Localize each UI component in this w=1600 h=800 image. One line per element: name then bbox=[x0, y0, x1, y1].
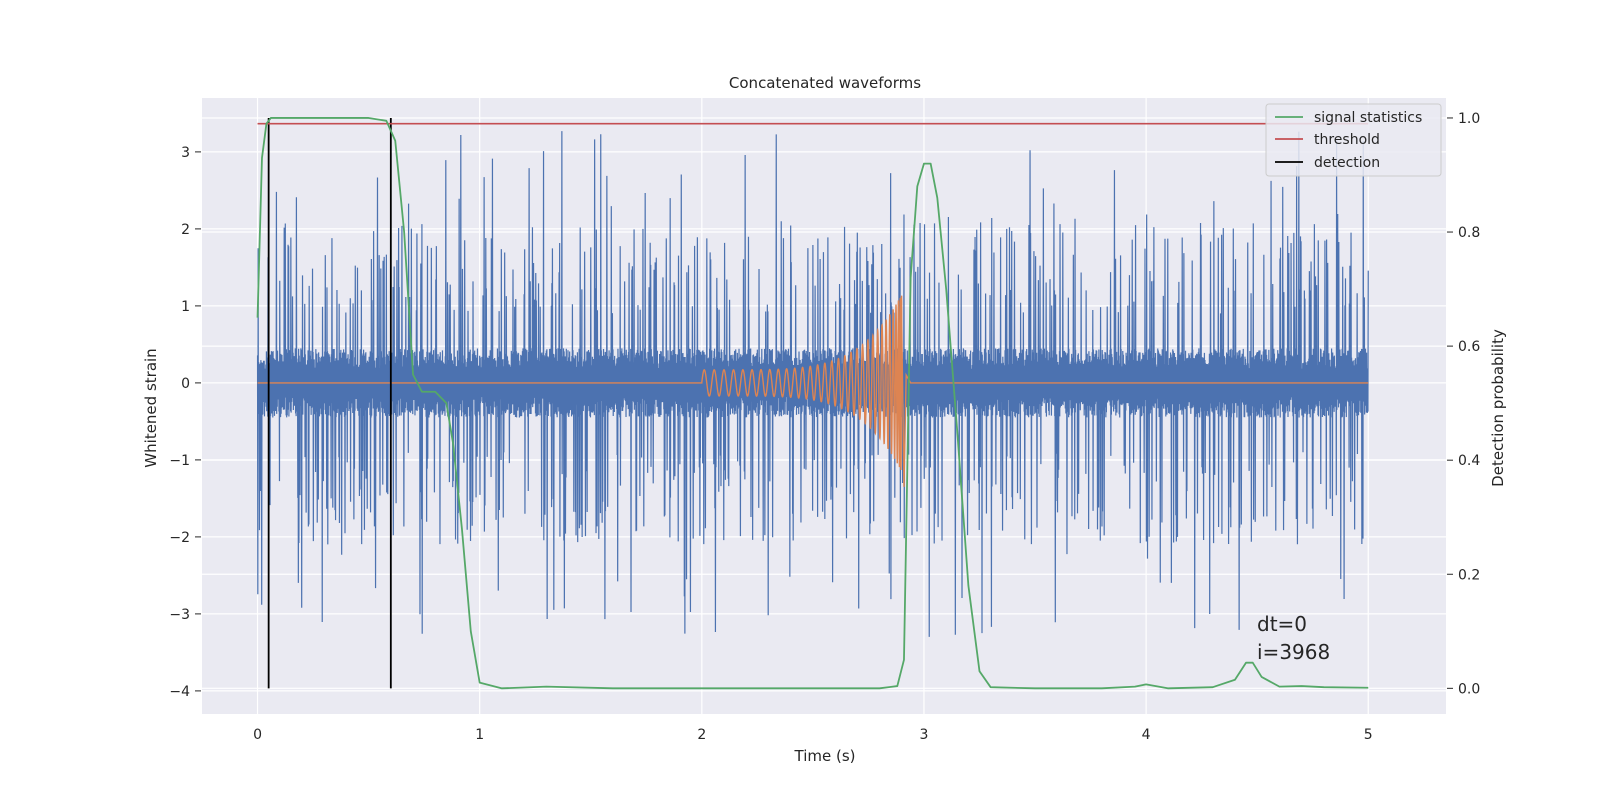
x-axis-label: Time (s) bbox=[794, 747, 856, 765]
y-tick-label: 0 bbox=[181, 376, 190, 392]
legend-label-threshold: threshold bbox=[1314, 132, 1380, 148]
series-whitened-strain bbox=[256, 131, 1369, 637]
y2-tick-label: 0.8 bbox=[1458, 225, 1480, 241]
y2-axis-label: Detection probability bbox=[1489, 329, 1507, 487]
x-tick-label: 3 bbox=[920, 727, 929, 743]
y-tick-label: −1 bbox=[169, 453, 190, 469]
x-tick-label: 2 bbox=[697, 727, 706, 743]
y2-tick-label: 0.2 bbox=[1458, 567, 1480, 583]
x-tick-label: 1 bbox=[475, 727, 484, 743]
x-tick-label: 0 bbox=[253, 727, 262, 743]
x-tick-label: 5 bbox=[1364, 727, 1373, 743]
y-tick-label: 2 bbox=[181, 222, 190, 238]
annotation-dt: dt=0 bbox=[1257, 612, 1307, 636]
y-tick-label: −4 bbox=[169, 684, 190, 700]
chart-title: Concatenated waveforms bbox=[729, 74, 921, 92]
y-tick-label: 1 bbox=[181, 299, 190, 315]
legend: signal statistics threshold detection bbox=[1265, 103, 1442, 177]
tick-layer: 0 1 2 3 4 5 −4 −3 −2 −1 0 1 2 3 0.0 0.2 0.4 0.6 0.8 1.0 bbox=[169, 111, 1480, 743]
y2-tick-label: 0.0 bbox=[1458, 681, 1480, 697]
legend-label-signal-statistics: signal statistics bbox=[1314, 110, 1422, 126]
x-tick-label: 4 bbox=[1142, 727, 1151, 743]
legend-box bbox=[1265, 103, 1442, 177]
y2-tick-label: 0.4 bbox=[1458, 453, 1480, 469]
y-tick-label: −3 bbox=[169, 607, 190, 623]
series-injected-waveform bbox=[257, 295, 1369, 487]
annotation-index: i=3968 bbox=[1257, 640, 1330, 664]
y2-tick-label: 0.6 bbox=[1458, 339, 1480, 355]
y-tick-label: −2 bbox=[169, 530, 190, 546]
y2-tick-label: 1.0 bbox=[1458, 111, 1480, 127]
legend-label-detection: detection bbox=[1314, 155, 1380, 171]
series-signal-statistics bbox=[256, 117, 1369, 690]
y-axis-label: Whitened strain bbox=[142, 348, 160, 467]
data-layer bbox=[256, 117, 1369, 690]
y-tick-label: 3 bbox=[181, 145, 190, 161]
